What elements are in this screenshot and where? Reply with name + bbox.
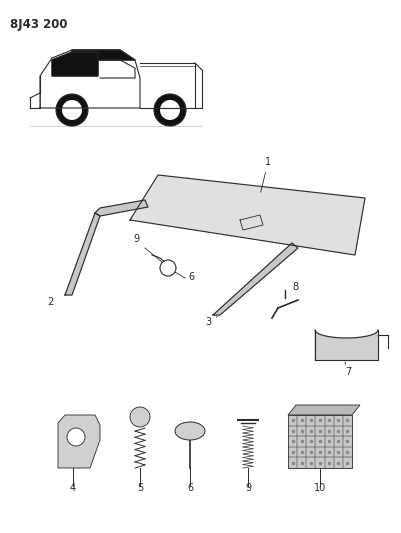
Text: 5: 5	[136, 483, 143, 493]
Text: 3: 3	[205, 317, 217, 327]
Text: 2: 2	[47, 297, 53, 307]
Circle shape	[154, 94, 186, 126]
Text: 4: 4	[70, 483, 76, 493]
Circle shape	[130, 407, 150, 427]
Circle shape	[160, 100, 180, 120]
Polygon shape	[213, 243, 297, 315]
Circle shape	[160, 260, 176, 276]
Polygon shape	[95, 200, 148, 216]
Circle shape	[62, 100, 82, 120]
Polygon shape	[65, 213, 100, 295]
Text: 1: 1	[260, 157, 270, 192]
Polygon shape	[72, 50, 135, 60]
Text: 6: 6	[186, 483, 192, 493]
Circle shape	[56, 94, 88, 126]
Circle shape	[67, 428, 85, 446]
Text: 8: 8	[291, 282, 298, 292]
Text: 7: 7	[344, 362, 350, 377]
Text: 9: 9	[244, 483, 251, 493]
Polygon shape	[287, 405, 359, 415]
Text: 8J43 200: 8J43 200	[10, 18, 67, 31]
Polygon shape	[314, 330, 377, 360]
Polygon shape	[58, 415, 100, 468]
Polygon shape	[130, 175, 364, 255]
Text: 10: 10	[313, 483, 325, 493]
Polygon shape	[287, 415, 351, 468]
Ellipse shape	[174, 422, 205, 440]
Polygon shape	[52, 52, 98, 76]
Text: 9: 9	[133, 234, 139, 244]
Text: 6: 6	[188, 272, 194, 282]
